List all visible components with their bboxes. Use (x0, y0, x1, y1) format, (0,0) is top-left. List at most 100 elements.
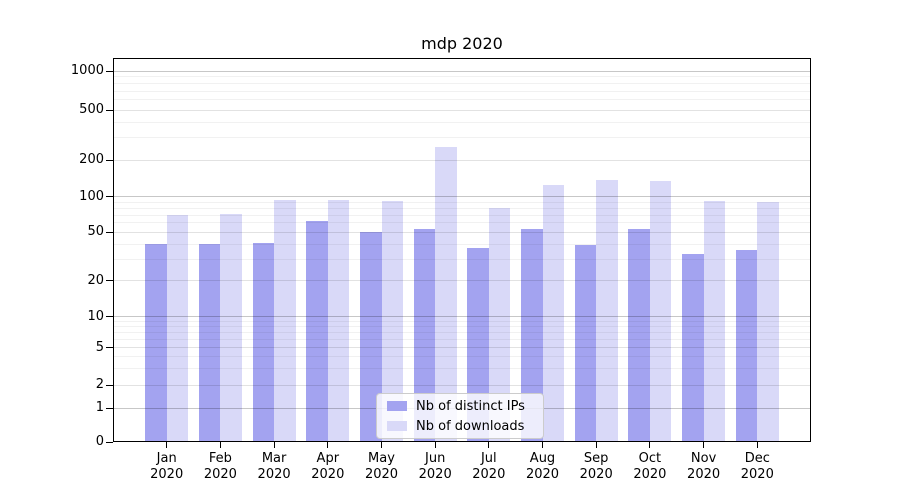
x-tick-month: Apr (316, 451, 340, 466)
gridline-minor (113, 222, 811, 224)
y-tick (106, 196, 113, 198)
x-tick-month: Feb (208, 451, 232, 466)
y-tick (106, 109, 113, 111)
gridline-minor (113, 258, 811, 260)
x-tick-label-oct: Oct 2020 (614, 451, 686, 483)
gridline (113, 347, 811, 349)
y-tick (106, 231, 113, 233)
x-tick-label-dec: Dec 2020 (721, 451, 793, 483)
gridline (113, 159, 811, 161)
x-tick-year: 2020 (257, 467, 291, 482)
bar-nb-of-downloads-may (381, 201, 403, 442)
x-tick-month: Jun (425, 451, 446, 466)
bar-nb-of-distinct-ips-feb (198, 244, 221, 442)
x-tick-label-feb: Feb 2020 (184, 451, 256, 483)
gridline-minor (113, 320, 811, 322)
gridline (113, 70, 811, 72)
gridline-minor (113, 137, 811, 139)
gridline-minor (113, 243, 811, 245)
y-tick (106, 159, 113, 161)
x-tick-label-aug: Aug 2020 (507, 451, 579, 483)
bar-nb-of-downloads-jan (166, 215, 189, 442)
x-tick-year: 2020 (364, 467, 399, 482)
legend-item-distinct-ips: Nb of distinct IPs (377, 398, 543, 415)
y-tick-label: 100 (79, 188, 104, 204)
x-tick (756, 442, 758, 448)
legend-swatch-distinct-ips (387, 401, 407, 411)
bar-nb-of-distinct-ips-mar (252, 242, 275, 442)
x-tick-year: 2020 (525, 467, 560, 482)
gridline-minor (113, 356, 811, 358)
gridline-minor (113, 368, 811, 369)
gridline-minor (113, 326, 811, 328)
gridline-minor (113, 214, 811, 216)
chart-title: mdp 2020 (421, 34, 503, 53)
bar-nb-of-downloads-sep (596, 180, 618, 442)
x-tick (649, 442, 651, 448)
y-tick (106, 316, 113, 318)
bar-nb-of-downloads-mar (274, 199, 296, 442)
x-tick-label-apr: Apr 2020 (292, 451, 364, 483)
x-tick (542, 442, 543, 448)
x-tick-month: Oct (638, 451, 662, 466)
x-tick-year: 2020 (740, 467, 774, 482)
gridline (113, 384, 811, 386)
x-tick-year: 2020 (687, 467, 721, 482)
bar-nb-of-downloads-jun (435, 146, 457, 442)
x-tick (703, 442, 705, 448)
gridline-minor (113, 121, 811, 123)
y-tick-label: 5 (95, 339, 104, 355)
legend-label-downloads: Nb of downloads (416, 418, 525, 434)
x-tick-year: 2020 (472, 467, 506, 482)
x-tick-month: Nov (690, 451, 717, 466)
x-tick-month: Mar (261, 451, 287, 466)
bar-nb-of-distinct-ips-may (360, 232, 382, 442)
y-tick-label: 500 (79, 102, 104, 117)
y-tick-label: 10 (87, 308, 104, 324)
y-tick (106, 347, 113, 349)
bar-nb-of-distinct-ips-dec (735, 249, 758, 442)
bar-nb-of-distinct-ips-sep (574, 245, 597, 442)
bar-nb-of-downloads-oct (649, 180, 672, 442)
x-tick-year: 2020 (633, 467, 667, 482)
gridline-minor (113, 76, 811, 78)
y-tick-label: 2 (95, 377, 104, 392)
x-tick (273, 442, 275, 448)
bar-nb-of-distinct-ips-oct (628, 229, 650, 442)
x-tick-month: Jul (480, 451, 497, 466)
y-tick (106, 407, 113, 409)
y-tick-label: 20 (87, 272, 104, 288)
x-tick-label-mar: Mar 2020 (238, 451, 310, 483)
x-tick-month: Aug (529, 451, 556, 466)
gridline (113, 280, 811, 282)
x-tick-label-nov: Nov 2020 (668, 451, 740, 483)
gridline-minor (113, 339, 811, 340)
bar-nb-of-distinct-ips-nov (682, 254, 704, 442)
bar-nb-of-downloads-nov (703, 201, 726, 442)
x-tick (488, 442, 490, 448)
x-tick-month: Dec (744, 451, 770, 466)
x-tick-month: May (368, 451, 395, 466)
x-tick (381, 442, 382, 448)
bar-nb-of-distinct-ips-jun (413, 229, 436, 442)
x-tick-year: 2020 (418, 467, 452, 482)
x-tick (219, 442, 221, 448)
legend-item-downloads: Nb of downloads (377, 418, 543, 435)
legend-label-distinct-ips: Nb of distinct IPs (416, 398, 525, 414)
y-tick (106, 280, 113, 282)
gridline-minor (113, 332, 811, 334)
x-tick-month: Jan (156, 451, 177, 466)
x-tick (327, 442, 329, 448)
gridline (113, 196, 811, 198)
y-tick-label: 0 (95, 434, 104, 449)
y-tick (106, 70, 113, 72)
bar-nb-of-distinct-ips-apr (306, 221, 328, 442)
gridline (113, 316, 811, 318)
x-tick-year: 2020 (150, 467, 184, 482)
x-tick (166, 442, 168, 448)
gridline (113, 109, 811, 111)
y-tick (106, 384, 113, 386)
x-tick-label-jun: Jun 2020 (399, 451, 471, 483)
bar-nb-of-downloads-apr (327, 199, 350, 442)
gridline-minor (113, 83, 811, 85)
